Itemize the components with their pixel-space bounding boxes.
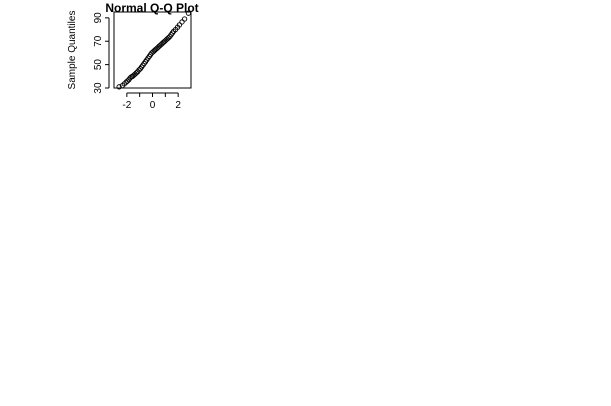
y-tick-label: 90	[93, 12, 104, 24]
y-tick-label: 30	[93, 82, 104, 94]
data-point	[116, 84, 122, 90]
data-point	[133, 70, 140, 76]
plot-area-frame	[113, 11, 192, 89]
y-tick-label: 50	[93, 59, 104, 71]
data-point	[185, 10, 192, 16]
y-axis-title: Sample Quantiles	[67, 11, 78, 90]
data-point	[124, 78, 131, 84]
data-point	[181, 16, 188, 22]
x-tick-label: 0	[150, 100, 156, 111]
data-point	[176, 22, 183, 28]
data-points	[116, 10, 192, 90]
y-axis: 30 50 70 90	[93, 12, 110, 94]
x-tick-label: -2	[122, 100, 131, 111]
x-tick-label: 2	[175, 100, 181, 111]
data-point	[136, 67, 142, 73]
data-point	[165, 35, 172, 41]
x-axis: -2 0 2	[122, 92, 181, 111]
chart-title: Normal Q-Q Plot	[105, 1, 198, 15]
y-tick-label: 70	[93, 35, 104, 47]
data-point	[179, 19, 185, 25]
